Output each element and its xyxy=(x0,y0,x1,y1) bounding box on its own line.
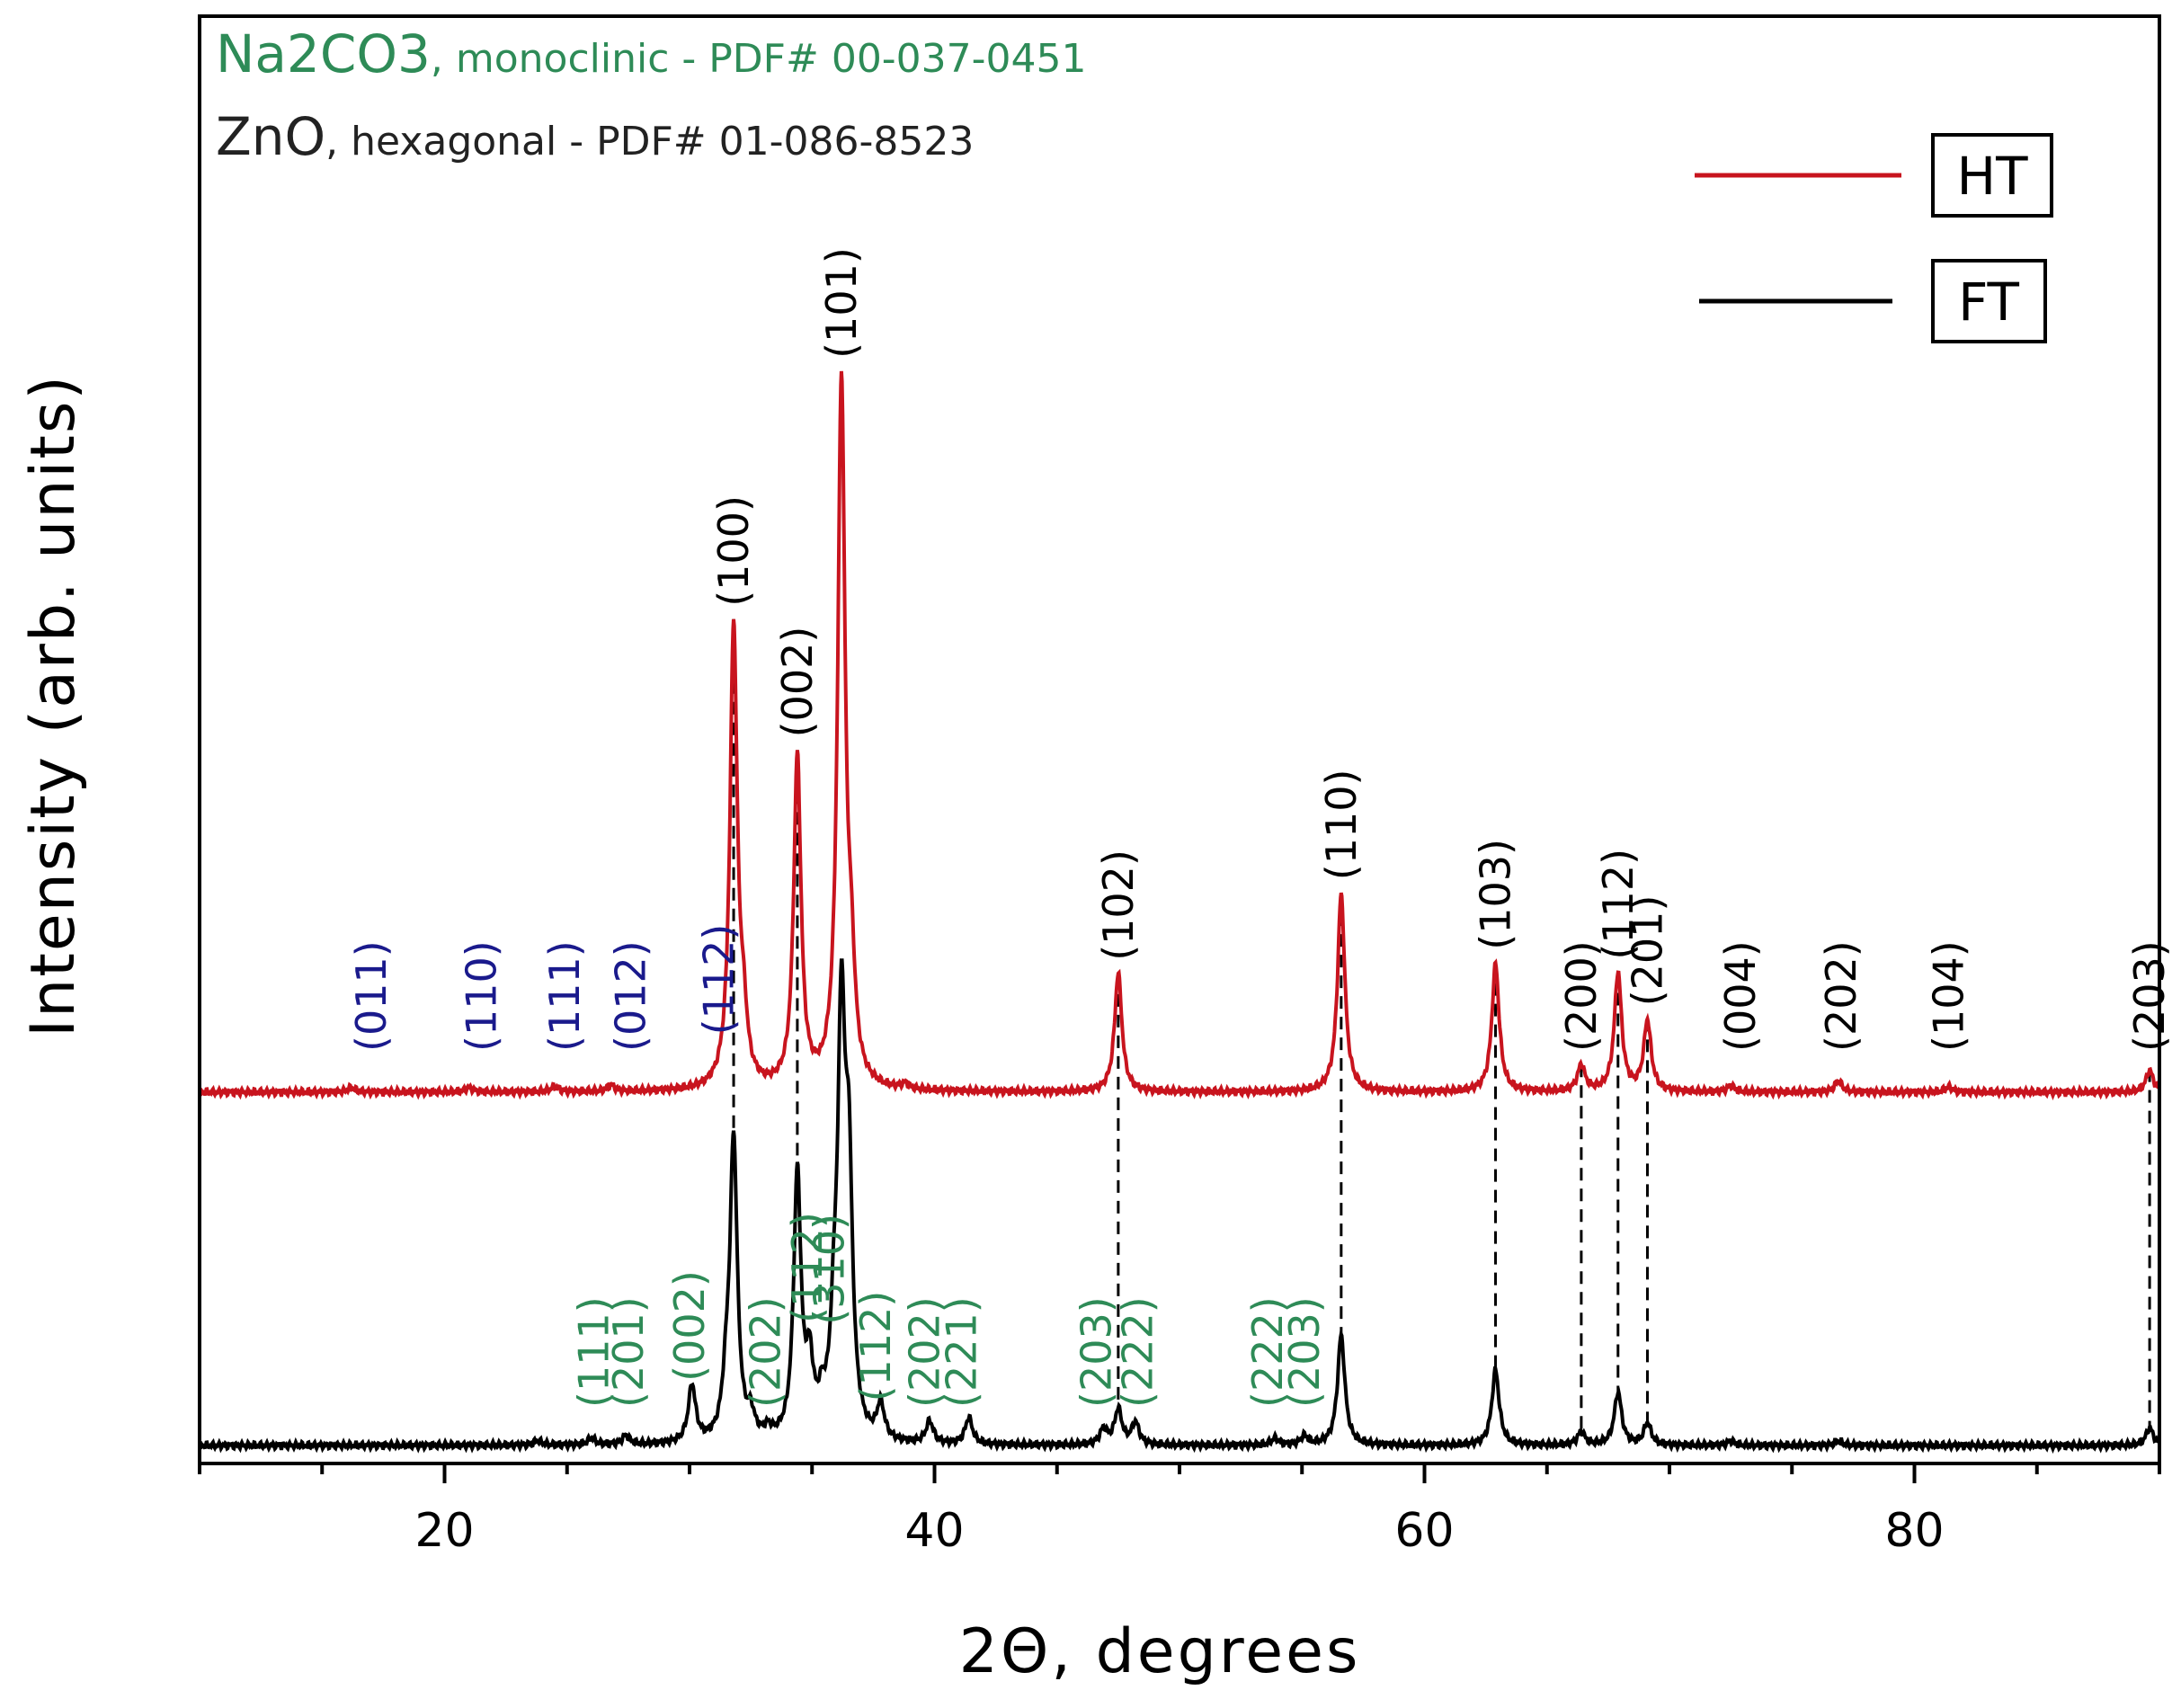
reference-na2co3: Na2CO3, monoclinic - PDF# 00-037-0451 xyxy=(216,23,1087,85)
peak-label: (102) xyxy=(1094,850,1143,961)
peak-annotations: (011) (110) (111) (012) (112) (100) (002) (101)… xyxy=(347,247,2174,1408)
peak-label: (110) xyxy=(457,940,505,1052)
peak-label: (310) xyxy=(805,1214,853,1325)
series-line-ht xyxy=(198,370,2161,1101)
peak-label: (222) xyxy=(1243,1296,1292,1408)
reference-zno: ZnO, hexagonal - PDF# 01-086-8523 xyxy=(216,106,974,167)
x-axis-label: 2Θ, degrees xyxy=(959,1616,1361,1687)
series-line-ft xyxy=(198,958,2161,1454)
peak-label: (110) xyxy=(1317,769,1366,880)
legend: HT FT xyxy=(1695,133,2053,343)
peak-label: (202) xyxy=(1817,940,1865,1052)
peak-label: (004) xyxy=(1716,940,1765,1052)
reference-na2co3-text: , monoclinic - PDF# 00-037-0451 xyxy=(431,36,1087,82)
legend-ht-label: HT xyxy=(1956,146,2028,207)
reference-zno-text: , hexagonal - PDF# 01-086-8523 xyxy=(325,119,974,165)
peak-label: (111) xyxy=(570,1296,619,1408)
peak-label: (221) xyxy=(938,1296,986,1408)
x-tick-label: 40 xyxy=(904,1504,964,1558)
reference-zno-compound: ZnO xyxy=(216,106,325,167)
peak-label: (203) xyxy=(1072,1296,1120,1408)
peak-label: (112) xyxy=(695,924,743,1036)
peak-label: (002) xyxy=(773,627,822,738)
peak-label: (111) xyxy=(540,940,589,1052)
legend-ht-box xyxy=(1931,133,2053,218)
peak-label: (100) xyxy=(709,495,758,607)
peak-label: (200) xyxy=(1557,940,1606,1052)
peak-label: (104) xyxy=(1925,940,1973,1052)
peak-label: (203) xyxy=(1280,1296,1329,1408)
peak-label: (112) xyxy=(783,1212,832,1323)
peak-label: (112) xyxy=(1594,849,1642,960)
x-axis: 20 40 60 80 xyxy=(198,1463,2161,1558)
peak-label: (101) xyxy=(817,247,866,359)
x-tick-label: 60 xyxy=(1394,1504,1454,1558)
peak-label: (222) xyxy=(1114,1296,1162,1408)
peak-label: (203) xyxy=(2125,940,2174,1052)
x-tick-label: 80 xyxy=(1884,1504,1944,1558)
peak-label: (201) xyxy=(604,1296,653,1408)
dashed-guides xyxy=(732,618,2151,1433)
peak-label: (012) xyxy=(607,940,655,1052)
peak-label: (202) xyxy=(901,1296,949,1408)
peak-label: (201) xyxy=(1624,895,1672,1007)
peak-label: (103) xyxy=(1472,839,1520,950)
y-axis-label: Intensity (arb. units) xyxy=(18,374,89,1037)
peak-label: (202) xyxy=(742,1296,790,1408)
x-tick-label: 20 xyxy=(414,1504,474,1558)
reference-na2co3-compound: Na2CO3 xyxy=(216,23,431,85)
legend-ft-label: FT xyxy=(1958,271,2019,333)
peak-label: (002) xyxy=(665,1270,714,1382)
peak-label: (011) xyxy=(347,940,396,1052)
series-lines xyxy=(198,370,2161,1454)
peak-label: (112) xyxy=(851,1291,900,1402)
legend-ft-box xyxy=(1931,259,2047,343)
